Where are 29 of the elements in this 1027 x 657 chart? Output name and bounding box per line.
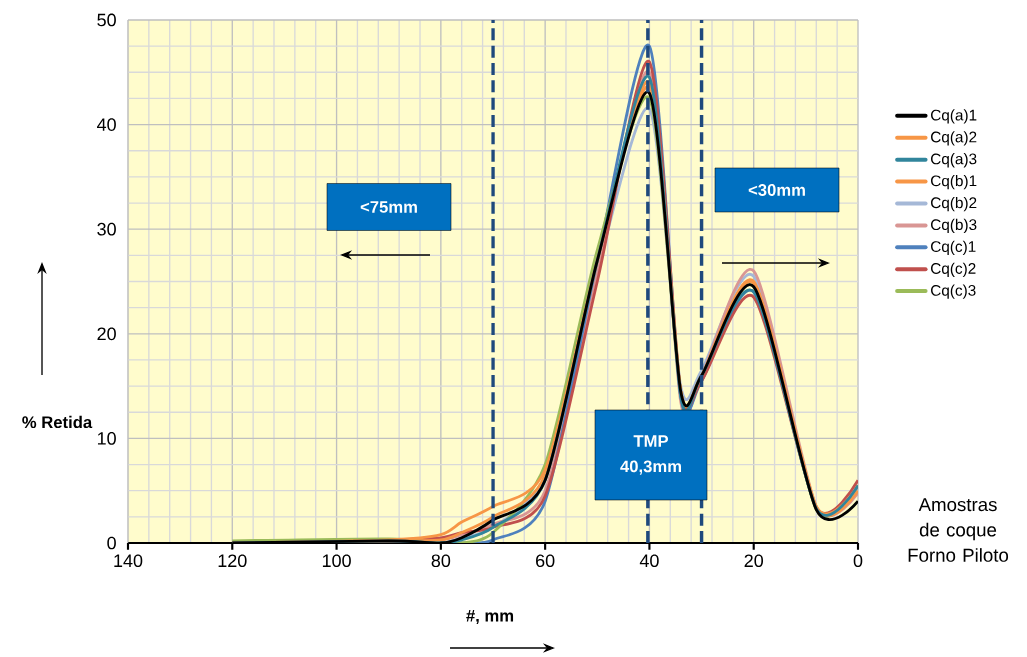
legend-label: Cq(b)1 <box>931 175 977 190</box>
legend-label: Cq(c)3 <box>931 284 976 299</box>
y-axis-title: % Retida <box>22 415 93 429</box>
x-tick-label: 40 <box>639 554 659 568</box>
annotation: <30mm <box>748 184 805 196</box>
legend-label: Cq(b)3 <box>931 218 977 234</box>
legend-label: Cq(c)2 <box>931 262 976 277</box>
legend-label: Cq(b)2 <box>931 196 977 212</box>
x-axis-title: #, mm <box>466 610 514 624</box>
legend-label: Cq(a)2 <box>931 131 977 146</box>
x-tick-label: 100 <box>322 554 351 568</box>
legend-label: Cq(a)1 <box>931 109 977 124</box>
x-tick-label: 60 <box>536 554 555 568</box>
legend-label: Cq(c)1 <box>931 240 976 256</box>
x-tick-label: 0 <box>853 554 863 568</box>
y-tick-label: 50 <box>97 13 116 27</box>
y-tick-label: 30 <box>97 222 116 236</box>
y-tick-label: 10 <box>97 432 116 445</box>
x-tick-label: 140 <box>114 554 143 568</box>
annotation: TMP 40,3mm <box>620 435 681 475</box>
y-tick-label: 40 <box>97 118 116 131</box>
annotation: <75mm <box>360 201 417 213</box>
legend-title: Amostras de coque Forno Piloto <box>908 498 1009 562</box>
y-tick-label: 20 <box>97 327 116 341</box>
x-tick-label: 80 <box>431 554 451 568</box>
x-tick-label: 20 <box>744 554 764 568</box>
x-tick-label: 120 <box>218 554 247 568</box>
y-tick-label: 0 <box>107 536 116 550</box>
legend-label: Cq(a)3 <box>931 153 977 168</box>
